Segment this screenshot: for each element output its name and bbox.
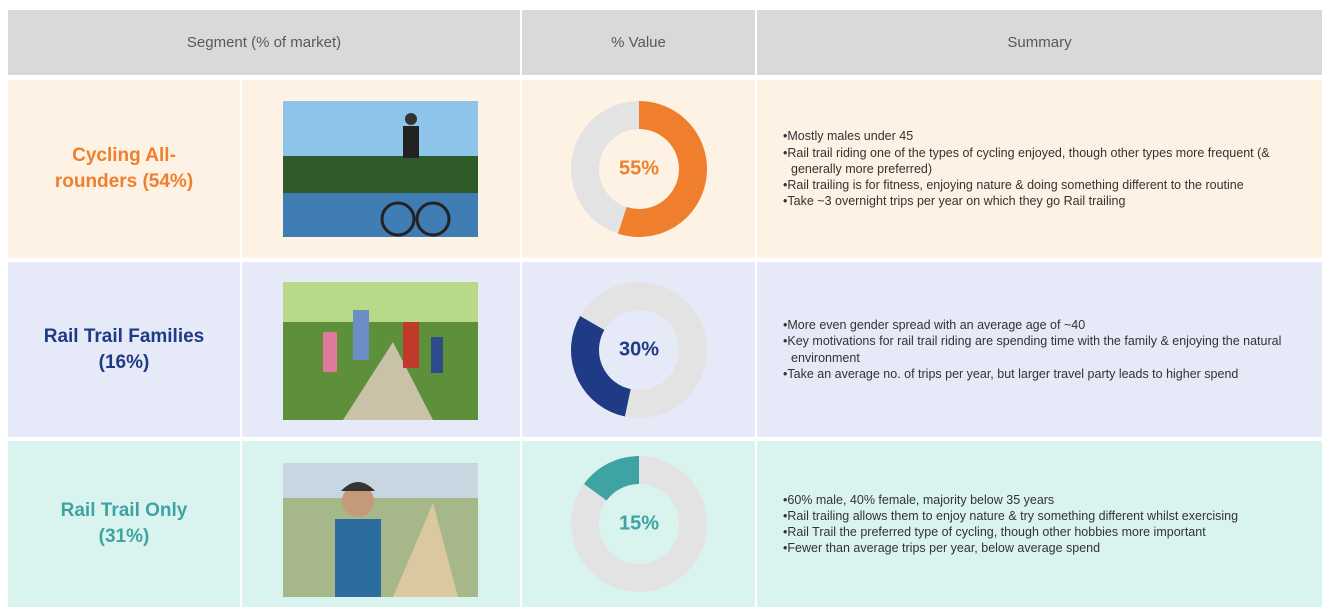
bullet: Key motivations for rail trail riding ar… xyxy=(781,333,1302,366)
segment-cell: Cycling All-rounders (54%) xyxy=(8,80,240,258)
donut: 30% xyxy=(564,275,714,425)
header-cell: Summary xyxy=(757,10,1322,75)
summary-cell: More even gender spread with an average … xyxy=(757,262,1322,437)
bullet: 60% male, 40% female, majority below 35 … xyxy=(781,492,1054,508)
header-cell: Segment (% of market) xyxy=(8,10,520,75)
page: Segment (% of market) % Value Summary ((… xyxy=(0,0,1322,609)
value-cell: 55% xyxy=(522,80,755,258)
photo xyxy=(283,463,478,597)
value-label: 15% xyxy=(618,512,658,534)
bullet: Rail trailing allows them to enjoy natur… xyxy=(781,508,1238,524)
value-label: 55% xyxy=(618,157,658,179)
bullet: Fewer than average trips per year, below… xyxy=(781,540,1100,556)
segment-cell: Rail Trail Only (31%) xyxy=(8,441,240,607)
donut-arc xyxy=(595,470,639,492)
summary-cell: 60% male, 40% female, majority below 35 … xyxy=(757,441,1322,607)
bullet: Take ~3 overnight trips per year on whic… xyxy=(781,193,1125,209)
summary-cell: Mostly males under 45Rail trail riding o… xyxy=(757,80,1322,258)
bullet: Take an average no. of trips per year, b… xyxy=(781,366,1238,382)
bullet: Rail trail riding one of the types of cy… xyxy=(781,145,1302,178)
bullet: Rail trailing is for fitness, enjoying n… xyxy=(781,177,1244,193)
header-cell: % Value xyxy=(522,10,755,75)
donut-arc xyxy=(585,323,628,403)
donut: 15% xyxy=(564,449,714,599)
bullet: More even gender spread with an average … xyxy=(781,317,1085,333)
bullet: Mostly males under 45 xyxy=(781,128,913,144)
value-label: 30% xyxy=(618,338,658,360)
donut: 55% xyxy=(564,94,714,244)
segment-cell: Rail Trail Families (16%) xyxy=(8,262,240,437)
bullet: Rail Trail the preferred type of cycling… xyxy=(781,524,1206,540)
photo xyxy=(283,101,478,237)
value-cell: 15% xyxy=(522,441,755,607)
photo xyxy=(283,282,478,420)
value-cell: 30% xyxy=(522,262,755,437)
